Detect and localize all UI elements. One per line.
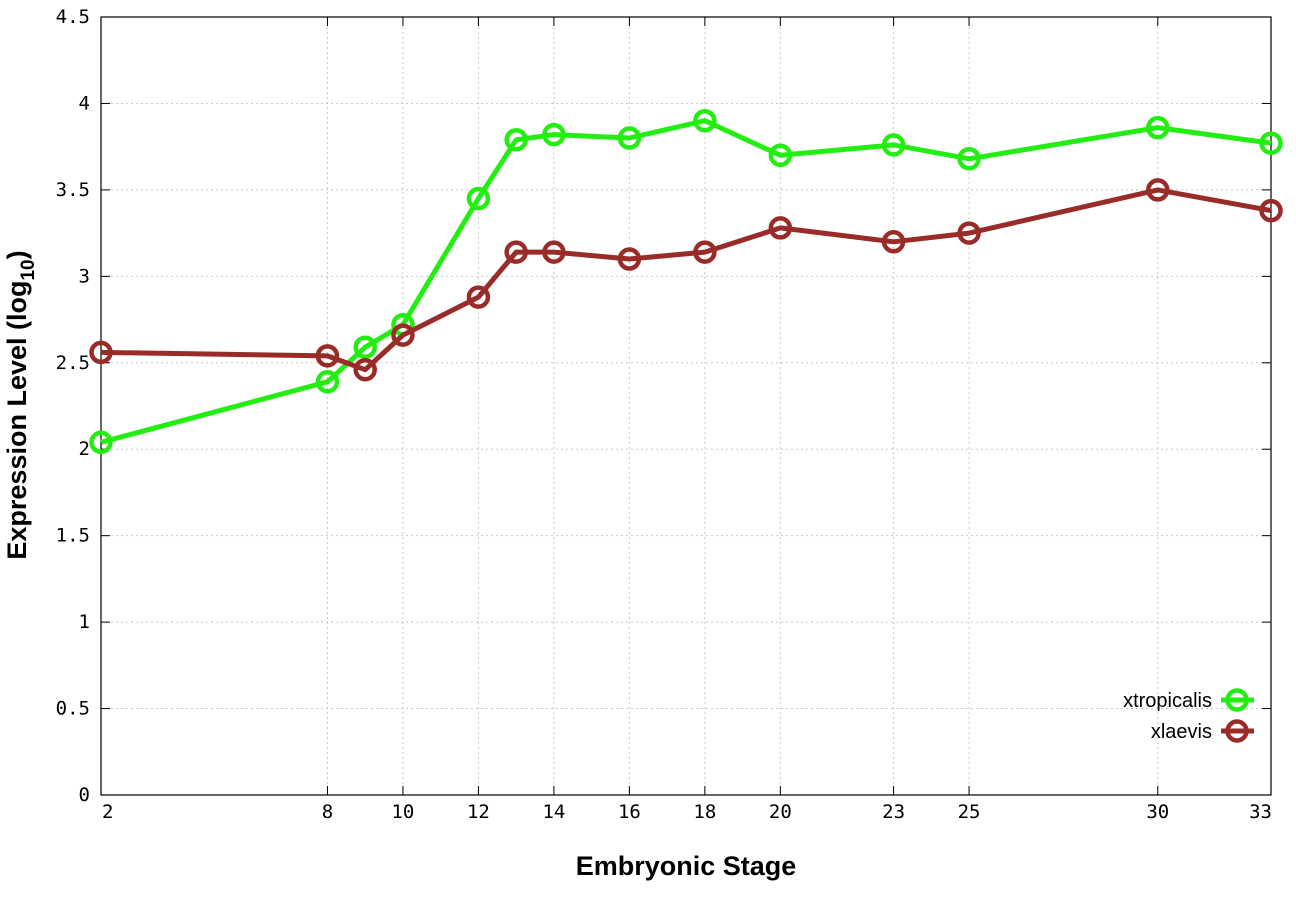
y-tick-label: 2.5 xyxy=(56,352,90,374)
data-point-xlaevis xyxy=(1259,198,1283,223)
data-point-xlaevis xyxy=(1146,178,1170,202)
data-point-xtropicalis xyxy=(466,186,491,211)
data-point-xtropicalis xyxy=(957,147,981,171)
y-tick-label: 4 xyxy=(79,92,90,114)
data-point-xlaevis xyxy=(315,344,340,368)
series-xlaevis xyxy=(89,178,1283,382)
data-point-xlaevis xyxy=(768,216,793,240)
ticks: 0 0.5 1 1.5 2 2.5 3 3.5 4 4.5 2 8 10 12 14 16 18 20 23 25 30… xyxy=(56,6,1272,823)
y-tick-label: 0 xyxy=(79,784,90,806)
y-tick-label: 1.5 xyxy=(56,525,90,547)
x-axis-title: Embryonic Stage xyxy=(576,851,797,881)
x-tick-label: 14 xyxy=(542,801,565,823)
x-tick-label: 18 xyxy=(693,801,716,823)
y-tick-label: 3.5 xyxy=(56,179,90,201)
x-tick-label: 8 xyxy=(322,801,333,823)
y-axis-title-main: Expression Level (log xyxy=(2,281,32,560)
y-axis-title-close: ) xyxy=(2,250,32,259)
data-point-xlaevis xyxy=(391,323,415,347)
x-tick-label: 30 xyxy=(1146,801,1169,823)
x-tick-label: 10 xyxy=(391,801,414,823)
data-point-xtropicalis xyxy=(1146,115,1170,140)
x-tick-label: 12 xyxy=(467,801,490,823)
data-point-xtropicalis xyxy=(353,335,377,359)
y-tick-label: 1 xyxy=(79,611,90,633)
x-tick-label: 16 xyxy=(618,801,641,823)
data-point-xtropicalis xyxy=(504,128,528,152)
y-tick-label: 4.5 xyxy=(56,6,90,28)
grid xyxy=(101,17,1271,795)
y-axis-title: Expression Level (log10) xyxy=(2,250,39,559)
data-point-xtropicalis xyxy=(315,370,340,394)
y-axis-title-subscript: 10 xyxy=(18,259,39,280)
x-tick-label: 25 xyxy=(958,801,981,823)
y-tick-label: 3 xyxy=(79,265,90,287)
x-tick-label: 20 xyxy=(769,801,792,823)
series-line-xtropicalis xyxy=(100,118,1272,445)
y-tick-label: 0.5 xyxy=(56,698,90,720)
data-point-xlaevis xyxy=(617,247,642,271)
data-point-xtropicalis xyxy=(617,126,642,150)
data-point-xlaevis xyxy=(881,230,906,254)
data-point-xlaevis xyxy=(504,240,528,264)
data-point-xtropicalis xyxy=(768,143,793,168)
data-point-xlaevis xyxy=(466,285,491,309)
data-point-xtropicalis xyxy=(881,133,906,157)
data-point-xlaevis xyxy=(353,357,377,382)
data-point-xtropicalis xyxy=(89,430,113,455)
x-tick-label: 23 xyxy=(882,801,905,823)
legend-marker-xtropicalis xyxy=(1225,688,1249,712)
legend-marker-xlaevis xyxy=(1225,719,1249,743)
series-line-xlaevis xyxy=(100,187,1272,373)
y-tick-label: 2 xyxy=(79,438,90,460)
x-tick-label: 33 xyxy=(1249,801,1272,823)
plot-frame xyxy=(100,16,1272,796)
legend-label-xtropicalis: xtropicalis xyxy=(1123,690,1212,712)
data-point-xlaevis xyxy=(542,240,566,264)
data-point-xtropicalis xyxy=(542,122,566,147)
series-xtropicalis xyxy=(89,108,1283,455)
data-point-xlaevis xyxy=(957,221,981,245)
x-tick-label: 2 xyxy=(102,801,113,823)
legend-label-xlaevis: xlaevis xyxy=(1151,721,1212,743)
legend: xtropicalis xlaevis xyxy=(1123,688,1254,743)
data-point-xlaevis xyxy=(89,340,113,365)
series-group xyxy=(89,108,1283,455)
data-point-xlaevis xyxy=(693,240,717,264)
data-point-xtropicalis xyxy=(1259,131,1283,155)
data-point-xtropicalis xyxy=(693,108,717,133)
